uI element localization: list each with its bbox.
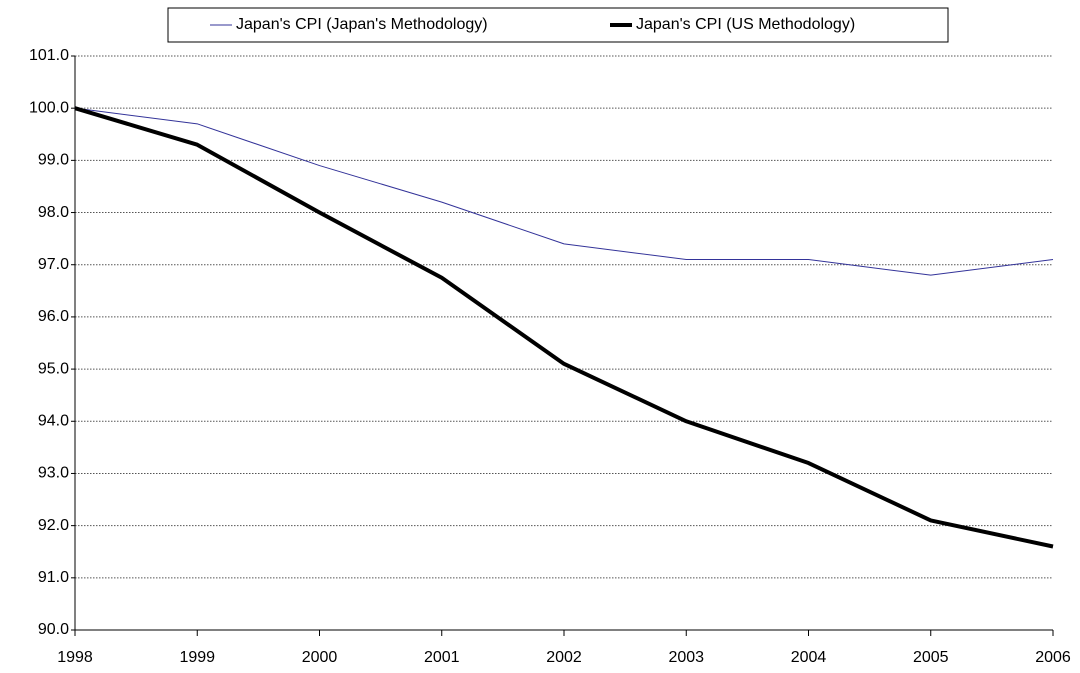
y-tick-label: 95.0 xyxy=(38,360,69,377)
y-tick-label: 90.0 xyxy=(38,621,69,638)
y-tick-label: 93.0 xyxy=(38,465,69,482)
y-tick-label: 99.0 xyxy=(38,152,69,169)
y-tick-label: 94.0 xyxy=(38,412,69,429)
x-tick-label: 2006 xyxy=(1035,649,1071,666)
legend-box xyxy=(167,7,949,43)
series-line xyxy=(74,107,1054,276)
x-tick-label: 2001 xyxy=(424,649,460,666)
y-tick-label: 98.0 xyxy=(38,204,69,221)
legend-label: Japan's CPI (US Methodology) xyxy=(636,16,855,33)
y-tick-label: 100.0 xyxy=(29,99,69,116)
y-tick-label: 101.0 xyxy=(29,47,69,64)
legend-label: Japan's CPI (Japan's Methodology) xyxy=(236,16,488,33)
x-tick-label: 2004 xyxy=(791,649,827,666)
x-tick-label: 2003 xyxy=(668,649,704,666)
y-tick-label: 91.0 xyxy=(38,569,69,586)
x-tick-label: 1999 xyxy=(179,649,215,666)
x-tick-label: 2002 xyxy=(546,649,582,666)
x-tick-label: 1998 xyxy=(57,649,93,666)
y-tick-label: 96.0 xyxy=(38,308,69,325)
series-line xyxy=(74,106,1054,549)
x-tick-label: 2005 xyxy=(913,649,949,666)
x-tick-label: 2000 xyxy=(302,649,338,666)
y-tick-label: 92.0 xyxy=(38,517,69,534)
y-tick-label: 97.0 xyxy=(38,256,69,273)
